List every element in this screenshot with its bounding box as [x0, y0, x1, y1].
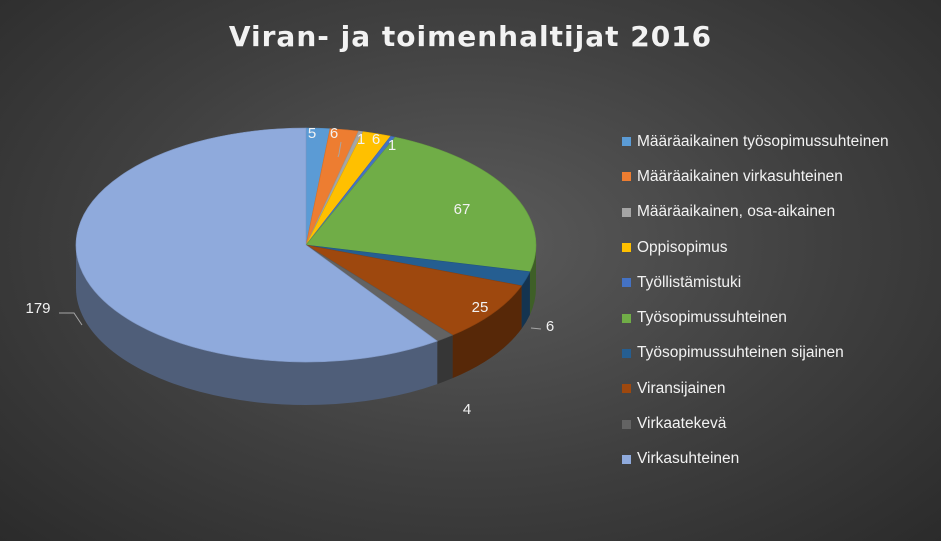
- legend-swatch: [622, 454, 631, 464]
- legend-label: Määräaikainen virkasuhteinen: [637, 167, 843, 185]
- pie-slice-9: [75, 127, 438, 363]
- pie-slice-7: [305, 244, 523, 336]
- legend-swatch: [622, 172, 631, 182]
- data-label-3: 6: [372, 131, 380, 148]
- legend-label: Työsopimussuhteinen sijainen: [637, 344, 844, 362]
- legend-swatch: [622, 348, 631, 358]
- legend-swatch: [622, 313, 631, 323]
- data-label-9: 179: [25, 300, 50, 317]
- pie-side-5: [529, 245, 536, 315]
- legend-swatch: [622, 207, 631, 217]
- data-label-0: 5: [308, 125, 316, 142]
- legend-swatch: [622, 419, 631, 429]
- legend-label: Oppisopimus: [637, 238, 728, 256]
- legend-item: Työsopimussuhteinen sijainen: [622, 336, 889, 371]
- legend-item: Määräaikainen virkasuhteinen: [622, 159, 889, 194]
- legend-item: Työsopimussuhteinen: [622, 300, 889, 335]
- pie-side-8: [437, 335, 453, 385]
- legend-swatch: [622, 137, 631, 147]
- legend-swatch: [622, 278, 631, 288]
- data-label-2: 1: [357, 131, 365, 148]
- pie-slice-5: [305, 136, 537, 273]
- legend-swatch: [622, 243, 631, 253]
- data-label-1: 6: [330, 125, 338, 142]
- data-label-8: 4: [463, 401, 471, 418]
- leader-line-6: [530, 327, 542, 330]
- leader-line-1: [337, 141, 342, 158]
- data-label-7: 25: [472, 299, 489, 316]
- legend-item: Oppisopimus: [622, 230, 889, 265]
- leader-line-9: [59, 312, 83, 326]
- legend-label: Virkaatekevä: [637, 415, 727, 433]
- chart-title: Viran- ja toimenhaltijat 2016: [228, 20, 713, 53]
- pie-side-7: [452, 285, 522, 379]
- legend-label: Työllistämistuki: [637, 273, 742, 291]
- data-label-6: 6: [546, 318, 554, 335]
- legend-label: Työsopimussuhteinen: [637, 309, 787, 327]
- legend-label: Viransijainen: [637, 379, 726, 397]
- data-label-4: 1: [388, 137, 396, 154]
- legend-item: Virkaatekevä: [622, 406, 889, 441]
- legend-item: Työllistämistuki: [622, 265, 889, 300]
- legend-swatch: [622, 384, 631, 394]
- legend-item: Viransijainen: [622, 371, 889, 406]
- legend-item: Määräaikainen työsopimussuhteinen: [622, 124, 889, 159]
- legend-label: Määräaikainen työsopimussuhteinen: [637, 132, 889, 150]
- pie-side-9: [76, 245, 438, 405]
- legend-item: Virkasuhteinen: [622, 442, 889, 477]
- data-label-5: 67: [454, 201, 471, 218]
- pie-side-6: [521, 271, 530, 329]
- legend: Määräaikainen työsopimussuhteinen Määräai…: [622, 124, 889, 477]
- legend-label: Virkasuhteinen: [637, 450, 740, 468]
- legend-label: Määräaikainen, osa-aikainen: [637, 203, 836, 221]
- legend-item: Määräaikainen, osa-aikainen: [622, 195, 889, 230]
